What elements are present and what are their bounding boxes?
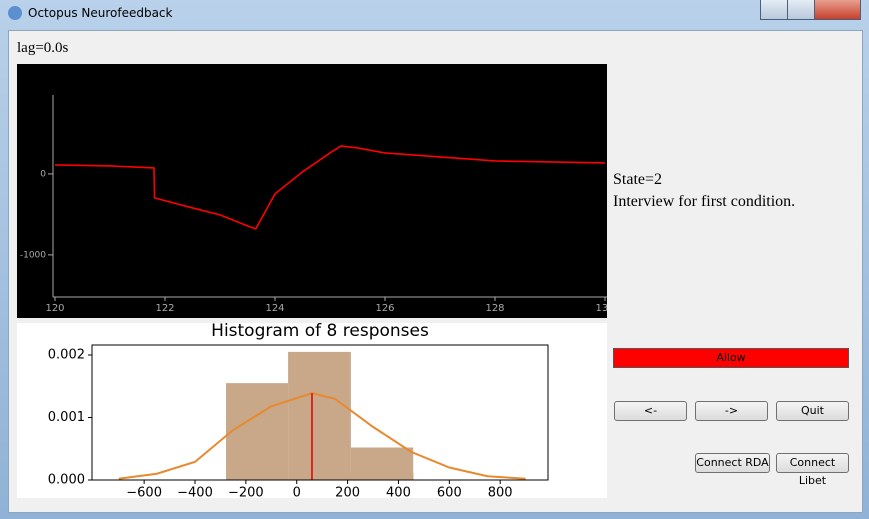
x-tick-label: 122 — [155, 303, 174, 314]
axes-frame — [91, 344, 549, 481]
y-tick-label: 0.001 — [48, 410, 85, 425]
x-tick-label: 130 — [595, 303, 607, 314]
x-tick-label: 400 — [386, 486, 411, 499]
histogram-chart: Histogram of 8 responses 0.000 0.001 0.002 −… — [17, 323, 607, 498]
x-tick-label: 0 — [293, 486, 301, 499]
x-tick-label: −200 — [228, 486, 264, 499]
chart-title: Histogram of 8 responses — [211, 323, 429, 341]
histogram-bar — [288, 351, 351, 480]
y-tick-label: -1000 — [20, 250, 46, 260]
back-button[interactable]: <- — [614, 401, 687, 421]
y-tick-label: 0 — [40, 169, 46, 179]
instruction-label: Interview for first condition. — [613, 193, 796, 210]
signal-chart: -1000 0 120 122 124 126 128 130 — [17, 64, 607, 318]
state-label: State=2 — [613, 171, 663, 188]
connect-libet-button[interactable]: Connect Libet — [776, 453, 849, 487]
x-tick-label: 600 — [437, 486, 462, 499]
allow-button[interactable]: Allow — [613, 348, 849, 368]
app-icon — [8, 6, 22, 20]
window-title: Octopus Neurofeedback — [28, 6, 173, 20]
quit-button[interactable]: Quit — [776, 401, 849, 421]
x-tick-label: 128 — [485, 303, 504, 314]
y-tick-label: 0.002 — [48, 348, 85, 363]
maximize[interactable] — [787, 0, 815, 20]
plot-background — [17, 64, 607, 318]
x-tick-label: 200 — [335, 486, 360, 499]
connect-rda-button[interactable]: Connect RDA — [695, 453, 770, 473]
histogram-bar — [226, 383, 289, 480]
y-tick-label: 0.000 — [48, 473, 85, 488]
close[interactable] — [814, 0, 861, 20]
x-tick-label: 800 — [488, 486, 513, 499]
lag-label: lag=0.0s — [17, 40, 69, 56]
x-tick-label: 126 — [375, 303, 394, 314]
x-tick-label: −600 — [126, 486, 162, 499]
minimize[interactable] — [760, 0, 788, 20]
forward-button[interactable]: -> — [695, 401, 768, 421]
x-tick-label: 120 — [45, 303, 64, 314]
x-tick-label: 124 — [265, 303, 284, 314]
signal-line — [54, 145, 606, 230]
histogram-bar — [350, 447, 414, 480]
x-tick-label: −400 — [177, 486, 213, 499]
